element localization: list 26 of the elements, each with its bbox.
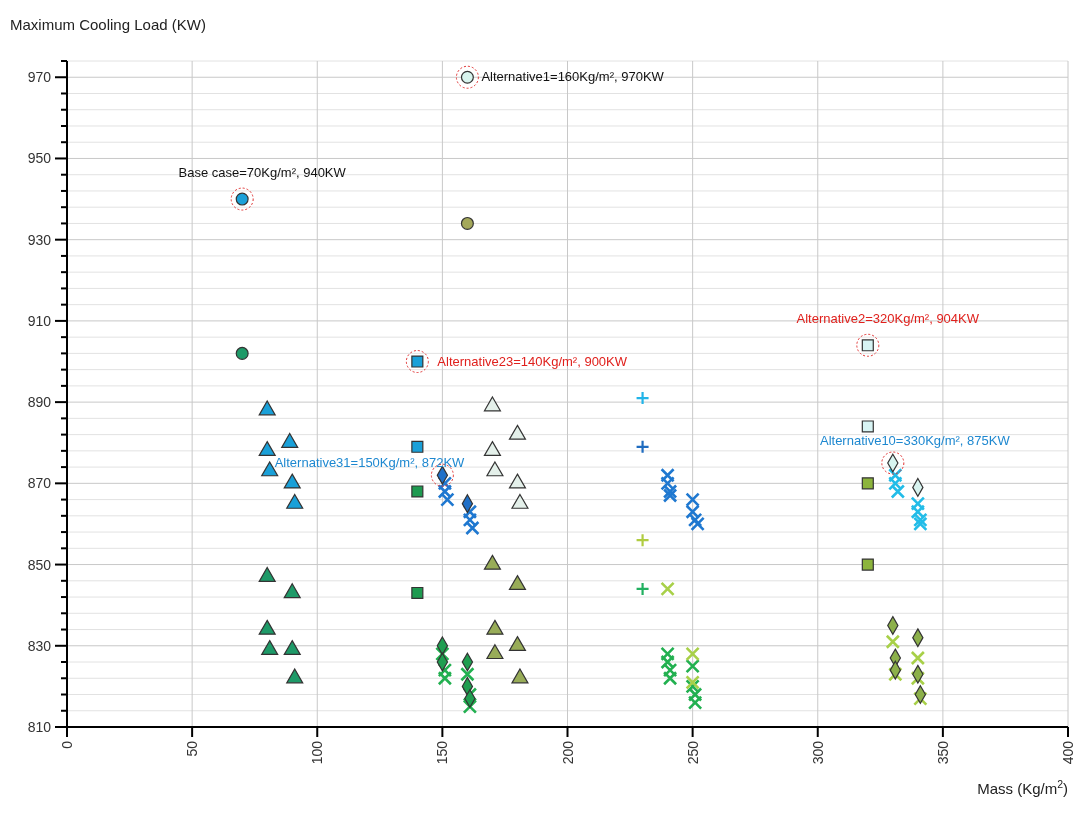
x-tick-label: 200 xyxy=(559,740,576,765)
x-tick-label: 350 xyxy=(934,740,951,765)
y-axis-title: Maximum Cooling Load (KW) xyxy=(10,16,206,33)
y-tick-label: 970 xyxy=(27,69,52,86)
x-axis-title: Mass (Kg/m$^{2}$) xyxy=(977,778,1068,797)
x-tick-label: 100 xyxy=(309,740,326,765)
annotation: Alternative10=330Kg/m², 875KW xyxy=(819,433,1011,449)
x-tick-label: 250 xyxy=(684,740,701,765)
x-tick-label: 50 xyxy=(184,740,201,757)
x-tick-label: 150 xyxy=(434,740,451,765)
y-tick-label: 810 xyxy=(27,719,52,735)
x-tick-label: 400 xyxy=(1060,740,1076,765)
annotation: Alternative2=320Kg/m², 904KW xyxy=(796,311,980,327)
annotation: Base case=70Kg/m², 940KW xyxy=(178,165,347,181)
y-tick-label: 870 xyxy=(27,475,52,492)
annotation: Alternative31=150Kg/m², 872KW xyxy=(274,455,466,471)
y-tick-label: 850 xyxy=(27,556,52,573)
annotation: Alternative1=160Kg/m², 970KW xyxy=(481,69,665,85)
annotation: Alternative23=140Kg/m², 900KW xyxy=(437,353,628,369)
y-tick-label: 890 xyxy=(27,394,52,411)
y-tick-label: 830 xyxy=(27,637,52,654)
x-tick-label: 300 xyxy=(809,740,826,765)
y-tick-label: 930 xyxy=(27,231,52,248)
y-tick-label: 910 xyxy=(27,312,52,329)
x-tick-label: 0 xyxy=(59,740,75,749)
y-tick-label: 950 xyxy=(27,150,52,167)
